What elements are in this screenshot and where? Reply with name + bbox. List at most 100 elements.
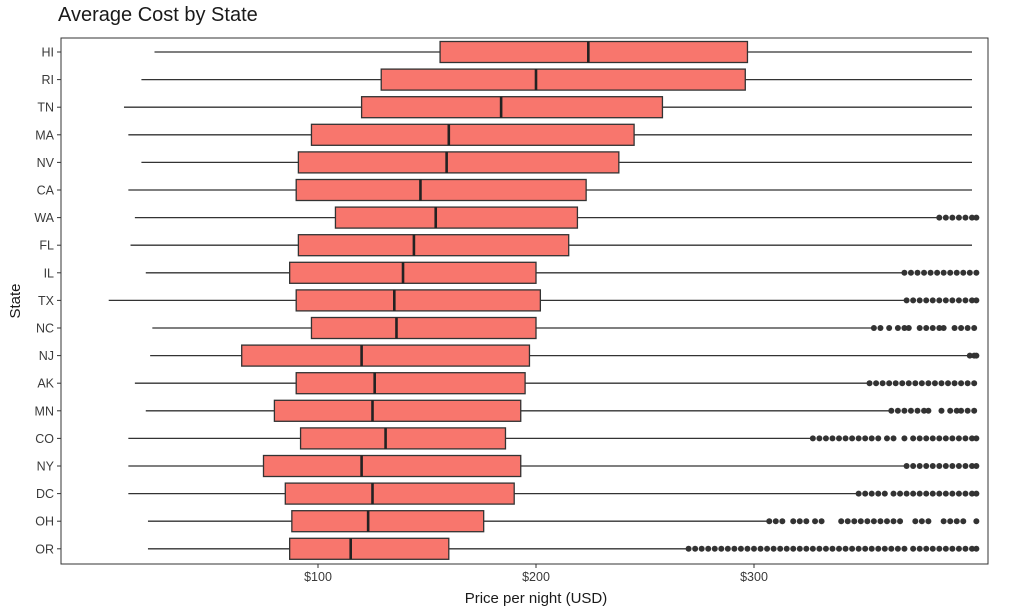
outlier-point	[881, 545, 888, 552]
box-nc	[152, 316, 978, 340]
outlier-point	[803, 518, 810, 525]
outlier-point	[969, 435, 975, 442]
y-tick-label: NV	[37, 156, 55, 170]
outlier-point	[923, 325, 930, 331]
outlier-point	[764, 545, 771, 552]
outlier-point	[905, 380, 912, 387]
outlier-point	[921, 407, 928, 414]
outlier-point	[949, 214, 956, 221]
outlier-point	[903, 490, 910, 497]
outlier-point	[964, 380, 971, 387]
y-tick-label: NJ	[39, 349, 54, 363]
outlier-point	[877, 325, 884, 331]
outlier-point	[855, 435, 862, 442]
outlier-point	[907, 407, 914, 414]
outlier-point	[705, 545, 712, 552]
outlier-point	[921, 269, 928, 276]
outlier-point	[731, 545, 738, 552]
outlier-point	[883, 435, 890, 442]
outlier-point	[849, 435, 856, 442]
outlier-point	[936, 325, 943, 331]
iqr-box	[289, 537, 450, 560]
outlier-point	[929, 490, 936, 497]
box-ma	[128, 123, 972, 146]
outlier-point	[931, 380, 938, 387]
outlier-point	[875, 435, 882, 442]
outlier-point	[849, 545, 856, 552]
outlier-point	[916, 435, 923, 442]
outlier-point	[955, 490, 962, 497]
outlier-point	[692, 545, 699, 552]
outlier-point	[934, 269, 941, 276]
outlier-point	[973, 490, 980, 497]
outlier-point	[925, 380, 932, 387]
outlier-point	[929, 435, 936, 442]
outlier-point	[903, 297, 910, 304]
outlier-point	[971, 380, 978, 387]
outlier-point	[940, 269, 947, 276]
box-tn	[123, 96, 972, 119]
iqr-box	[291, 510, 485, 533]
outlier-point	[910, 435, 917, 442]
iqr-box	[297, 151, 620, 174]
outlier-point	[870, 518, 877, 525]
outlier-point	[829, 435, 836, 442]
outlier-point	[818, 518, 825, 525]
box-or	[147, 537, 980, 560]
outlier-point	[929, 545, 936, 552]
outlier-point	[809, 435, 816, 442]
outlier-point	[973, 463, 980, 469]
iqr-box	[310, 123, 635, 146]
outlier-point	[955, 297, 962, 304]
outlier-point	[953, 518, 960, 525]
outlier-point	[903, 463, 910, 469]
outlier-point	[822, 545, 829, 552]
outlier-point	[816, 545, 823, 552]
outlier-point	[923, 463, 930, 469]
outlier-point	[929, 325, 936, 331]
y-tick-label: NC	[36, 322, 54, 336]
outlier-point	[890, 435, 897, 442]
outlier-point	[910, 463, 917, 469]
outlier-point	[925, 407, 932, 414]
iqr-box	[297, 234, 570, 257]
outlier-point	[886, 325, 893, 331]
box-nj	[150, 344, 980, 367]
outlier-point	[862, 490, 869, 497]
y-axis-title: State	[7, 283, 24, 318]
box-nv	[141, 151, 972, 174]
outlier-point	[892, 380, 899, 387]
outlier-point	[942, 297, 949, 304]
outlier-point	[916, 463, 923, 469]
outlier-point	[912, 380, 919, 387]
y-tick-label: IL	[44, 266, 54, 280]
outlier-point	[873, 380, 880, 387]
outlier-point	[949, 297, 956, 304]
outlier-point	[962, 545, 969, 552]
outlier-point	[923, 297, 930, 304]
outlier-point	[962, 435, 969, 442]
outlier-point	[796, 545, 803, 552]
outlier-point	[929, 297, 936, 304]
y-tick-label: NY	[37, 460, 55, 474]
outlier-point	[940, 325, 947, 331]
outlier-point	[901, 545, 908, 552]
outlier-point	[916, 297, 923, 304]
outlier-point	[916, 490, 923, 497]
outlier-point	[969, 490, 975, 497]
outlier-point	[927, 269, 934, 276]
y-tick-label: WA	[34, 211, 54, 225]
box-wa	[134, 206, 980, 229]
y-tick-label: OH	[35, 515, 54, 529]
y-tick-label: CA	[37, 184, 55, 198]
outlier-point	[955, 545, 962, 552]
outlier-point	[901, 325, 908, 331]
outlier-point	[958, 407, 965, 414]
outlier-point	[779, 518, 786, 525]
outlier-point	[973, 297, 980, 304]
outlier-point	[947, 518, 954, 525]
outlier-point	[783, 545, 790, 552]
outlier-point	[724, 545, 731, 552]
outlier-point	[698, 545, 705, 552]
outlier-point	[942, 490, 949, 497]
